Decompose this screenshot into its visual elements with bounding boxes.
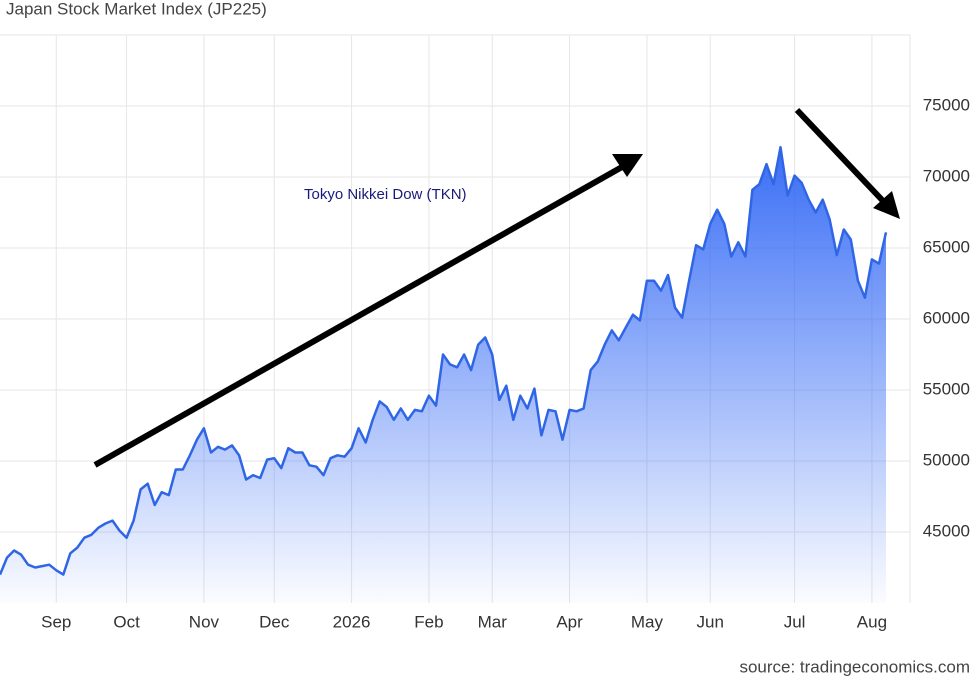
arrow-head xyxy=(873,191,900,219)
annotation: Tokyo Nikkei Dow (TKN) xyxy=(304,186,467,203)
line xyxy=(0,145,888,576)
x-tick-label: May xyxy=(631,612,664,631)
x-tick-label: Nov xyxy=(189,612,220,631)
x-tick-label: Mar xyxy=(478,612,508,631)
x-tick-label: 2026 xyxy=(333,612,371,631)
x-tick-label: Dec xyxy=(259,612,290,631)
arrow-line xyxy=(93,164,624,468)
chart-title: Japan Stock Market Index (JP225) xyxy=(6,0,267,18)
y-tick-label: 55000 xyxy=(923,379,970,398)
y-tick-label: 60000 xyxy=(923,308,970,327)
x-tick-label: Sep xyxy=(41,612,71,631)
x-tick-label: Jun xyxy=(696,612,723,631)
x-tick-label: Aug xyxy=(857,612,887,631)
trend-arrows xyxy=(93,107,900,468)
arrow-line xyxy=(794,107,887,205)
area xyxy=(0,147,886,603)
x-tick-label: Feb xyxy=(414,612,443,631)
x-tick-label: Oct xyxy=(113,612,140,631)
y-tick-label: 45000 xyxy=(923,521,970,540)
y-tick-label: 50000 xyxy=(923,450,970,469)
y-tick-label: 70000 xyxy=(923,166,970,185)
source: source: tradingeconomics.com xyxy=(739,657,970,676)
x-tick-label: Apr xyxy=(556,612,583,631)
arrow-head xyxy=(612,154,643,177)
y-tick-label: 75000 xyxy=(923,95,970,114)
x-tick-label: Jul xyxy=(784,612,806,631)
y-tick-label: 65000 xyxy=(923,237,970,256)
